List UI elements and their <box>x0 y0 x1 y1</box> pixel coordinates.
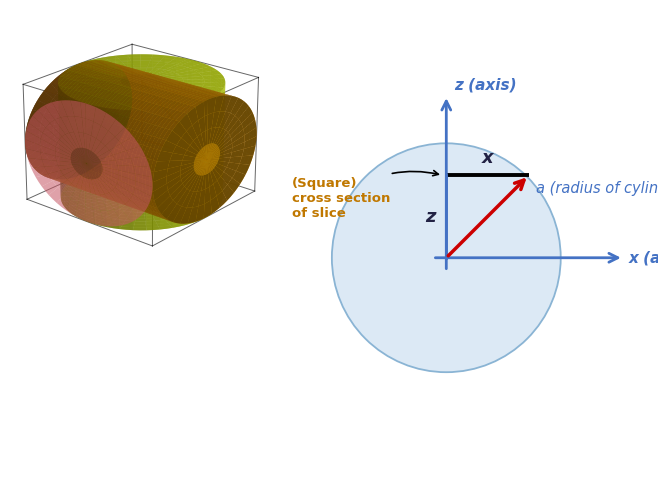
Text: z (axis): z (axis) <box>454 78 517 93</box>
Text: (Square)
cross section
of slice: (Square) cross section of slice <box>291 170 438 220</box>
Text: a (radius of cylinder): a (radius of cylinder) <box>536 181 658 196</box>
Text: x (axis): x (axis) <box>628 250 658 265</box>
Text: z: z <box>426 208 436 225</box>
Circle shape <box>332 143 561 372</box>
Text: x: x <box>482 149 494 167</box>
